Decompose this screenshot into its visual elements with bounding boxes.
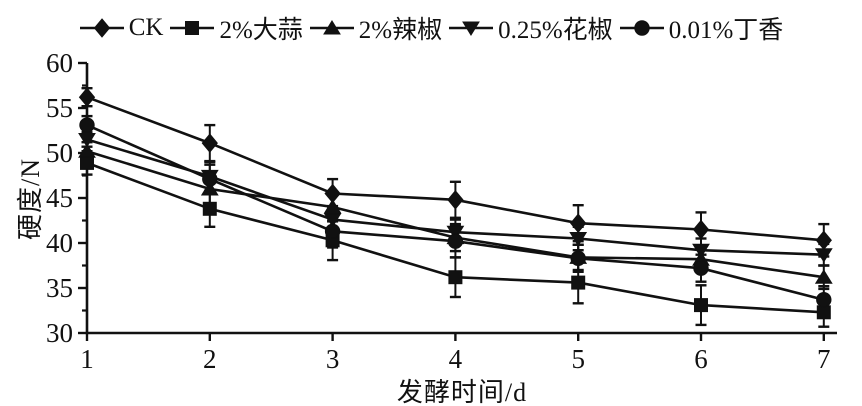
triangle-down-icon bbox=[449, 21, 494, 36]
triangle-up-marker-icon bbox=[200, 181, 219, 196]
circle-marker-icon bbox=[633, 20, 650, 36]
triangle-down-marker-icon bbox=[569, 232, 588, 247]
square-marker-icon bbox=[694, 298, 708, 313]
circle-icon bbox=[619, 20, 664, 36]
square-marker-icon bbox=[202, 201, 217, 216]
legend-label-1: 2%大蒜 bbox=[219, 17, 303, 44]
diamond-icon bbox=[79, 18, 124, 38]
x-tick-label: 3 bbox=[326, 344, 340, 374]
diamond-marker-icon bbox=[78, 87, 96, 107]
y-tick-label: 30 bbox=[46, 318, 73, 348]
triangle-up-icon bbox=[309, 20, 354, 35]
triangle-up-marker-icon bbox=[78, 143, 96, 158]
triangle-up-marker-icon bbox=[814, 269, 833, 284]
series-markers-0 bbox=[78, 87, 832, 251]
square-marker-icon bbox=[448, 270, 463, 285]
legend-label-2: 2%辣椒 bbox=[358, 17, 443, 44]
diamond-marker-icon bbox=[692, 219, 710, 240]
circle-marker-icon bbox=[570, 250, 586, 266]
series-markers-4 bbox=[79, 117, 832, 308]
x-tick-label: 6 bbox=[694, 344, 708, 374]
diamond-marker-icon bbox=[93, 18, 110, 38]
square-icon bbox=[170, 21, 215, 35]
series-markers-1 bbox=[80, 155, 831, 320]
square-marker-icon bbox=[185, 21, 200, 35]
triangle-up-marker-icon bbox=[322, 20, 341, 35]
y-axis-title: 硬度/N bbox=[16, 158, 45, 241]
triangle-up-marker-icon bbox=[323, 199, 342, 214]
circle-marker-icon bbox=[324, 223, 341, 240]
legend-item-2: 2%辣椒 bbox=[309, 10, 442, 46]
triangle-down-marker-icon bbox=[78, 133, 96, 148]
legend-label-3: 0.25%花椒 bbox=[498, 17, 613, 44]
diamond-marker-icon bbox=[570, 213, 587, 233]
chart-legend: CK 2%大蒜 2%辣椒 0.25%花椒 0.01%丁香 bbox=[0, 6, 862, 50]
triangle-down-marker-icon bbox=[462, 21, 481, 36]
x-tick-label: 7 bbox=[817, 344, 831, 374]
y-tick-label: 35 bbox=[46, 273, 73, 303]
square-marker-icon bbox=[816, 305, 831, 320]
diamond-marker-icon bbox=[815, 230, 832, 251]
x-axis-title: 发酵时间/d bbox=[396, 378, 528, 406]
circle-marker-icon bbox=[816, 292, 832, 308]
legend-label-4: 0.01%丁香 bbox=[668, 17, 784, 44]
x-tick-label: 2 bbox=[203, 344, 217, 374]
circle-marker-icon bbox=[202, 171, 218, 187]
y-tick-label: 45 bbox=[46, 183, 73, 213]
legend-label-0: CK bbox=[128, 14, 164, 41]
square-marker-icon bbox=[571, 275, 586, 290]
circle-marker-icon bbox=[79, 117, 95, 133]
circle-marker-icon bbox=[693, 260, 709, 276]
y-tick-label: 60 bbox=[46, 48, 73, 78]
x-tick-label: 1 bbox=[80, 344, 94, 374]
circle-marker-icon bbox=[447, 233, 464, 249]
triangle-down-marker-icon bbox=[446, 225, 465, 241]
y-tick-label: 50 bbox=[46, 138, 73, 168]
y-tick-label: 55 bbox=[46, 93, 73, 123]
x-tick-label: 5 bbox=[571, 344, 585, 374]
triangle-down-marker-icon bbox=[692, 243, 710, 259]
legend-item-4: 0.01%丁香 bbox=[619, 10, 784, 46]
legend-item-0: CK bbox=[79, 14, 164, 42]
triangle-down-marker-icon bbox=[814, 248, 833, 263]
legend-item-3: 0.25%花椒 bbox=[448, 10, 613, 46]
y-tick-label: 40 bbox=[46, 228, 73, 258]
square-marker-icon bbox=[80, 155, 94, 170]
legend-item-1: 2%大蒜 bbox=[169, 10, 303, 46]
diamond-marker-icon bbox=[447, 190, 464, 210]
x-tick-label: 4 bbox=[449, 344, 463, 374]
triangle-down-marker-icon bbox=[323, 213, 342, 228]
diamond-marker-icon bbox=[201, 133, 218, 153]
